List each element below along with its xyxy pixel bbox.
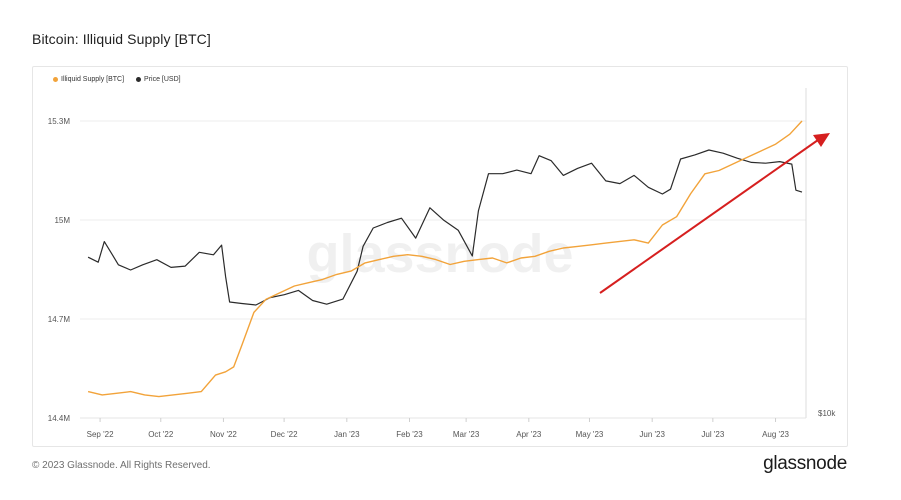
legend-swatch-supply bbox=[53, 77, 58, 82]
legend-item-price[interactable]: Price [USD] bbox=[136, 76, 181, 83]
y-tick-label: 15M bbox=[54, 216, 70, 225]
chart-title: Bitcoin: Illiquid Supply [BTC] bbox=[32, 31, 211, 47]
y-tick-label: 14.7M bbox=[48, 315, 71, 324]
arrow-head bbox=[813, 133, 830, 147]
chart-panel bbox=[32, 66, 848, 447]
right-axis-tick-label: $10k bbox=[818, 409, 836, 418]
legend-label-supply: Illiquid Supply [BTC] bbox=[61, 76, 125, 83]
x-tick-label: Mar '23 bbox=[453, 430, 480, 439]
x-tick-label: Sep '22 bbox=[87, 430, 114, 439]
chart-legend: Illiquid Supply [BTC] Price [USD] bbox=[53, 76, 181, 83]
x-tick-label: Jan '23 bbox=[334, 430, 360, 439]
y-tick-label: 15.3M bbox=[48, 117, 71, 126]
illiquid-supply-series-line bbox=[87, 120, 803, 398]
x-tick-label: Dec '22 bbox=[271, 430, 298, 439]
copyright-footer: © 2023 Glassnode. All Rights Reserved. bbox=[32, 460, 211, 471]
legend-swatch-price bbox=[136, 77, 142, 82]
series-layer bbox=[87, 120, 803, 398]
brand-logo: glassnode bbox=[763, 453, 847, 474]
legend-item-supply[interactable]: Illiquid Supply [BTC] bbox=[53, 76, 124, 83]
x-tick-label: Feb '23 bbox=[396, 430, 423, 439]
annotation-arrow bbox=[599, 133, 830, 294]
x-tick-label: Aug '23 bbox=[762, 430, 789, 439]
x-tick-label: Jul '23 bbox=[701, 430, 724, 439]
x-tick-label: Jun '23 bbox=[639, 430, 665, 439]
legend-label-price: Price [USD] bbox=[144, 76, 181, 83]
axis-layer: 15.3M 15M 14.7M 14.4M $10k Sep '22 Oct '22 Nov … bbox=[48, 88, 836, 439]
x-tick-label: May '23 bbox=[576, 430, 604, 439]
arrow-shaft bbox=[599, 139, 819, 294]
x-tick-label: Oct '22 bbox=[148, 430, 174, 439]
x-tick-label: Apr '23 bbox=[516, 430, 542, 439]
price-series-line bbox=[87, 149, 803, 306]
x-tick-label: Nov '22 bbox=[210, 430, 237, 439]
watermark: glassnode bbox=[306, 224, 573, 284]
y-tick-label: 14.4M bbox=[48, 414, 71, 423]
